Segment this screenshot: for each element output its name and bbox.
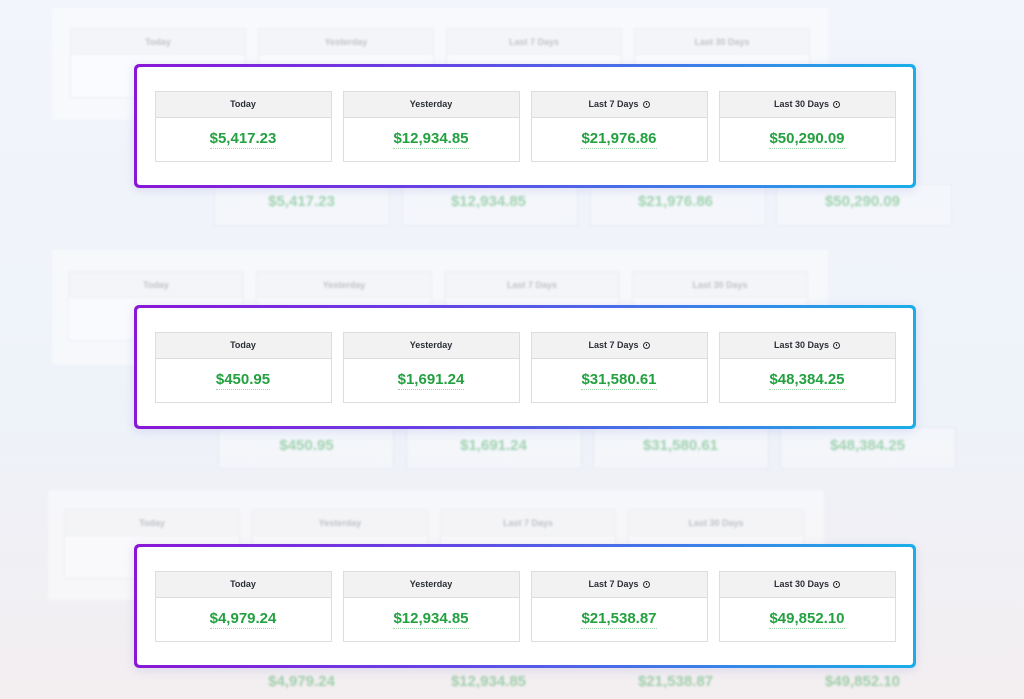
clock-icon[interactable] [833,100,841,108]
background-card [593,427,769,469]
yesterday-card: Yesterday $1,691.24 [342,331,520,403]
today-amount[interactable]: $5,417.23 [209,129,277,149]
card-title: Today [230,340,256,350]
card-header: Yesterday [343,91,519,118]
last-7-days-amount[interactable]: $21,976.86 [581,129,657,149]
card-header: Last 7 Days [531,571,707,598]
sales-summary-panel: Today $5,417.23 Yesterday $12,934.85 Las… [134,64,916,188]
last-7-days-card: Last 7 Days $31,580.61 [530,331,708,403]
card-title: Last 30 Days [773,99,830,109]
card-title: Today [230,99,256,109]
card-header: Today [155,91,331,118]
last-30-days-amount[interactable]: $49,852.10 [769,609,845,629]
today-card: Today $5,417.23 [154,90,332,162]
sales-summary-panel: Today $4,979.24 Yesterday $12,934.85 Las… [134,544,916,668]
yesterday-amount[interactable]: $12,934.85 [393,129,469,149]
background-values: $4,979.24 $12,934.85 $21,538.87 $49,852.… [268,673,901,690]
background-values: $450.95 $1,691.24 $31,580.61 $48,384.25 [279,437,906,454]
last-30-days-card: Last 30 Days $49,852.10 [718,570,896,642]
sales-summary-panel: Today $450.95 Yesterday $1,691.24 Last 7… [134,305,916,429]
panel-content: Today $5,417.23 Yesterday $12,934.85 Las… [137,67,913,185]
clock-icon[interactable] [642,580,650,588]
card-header: Yesterday [343,571,519,598]
card-header: Last 30 Days [719,571,895,598]
last-30-days-amount[interactable]: $50,290.09 [769,129,845,149]
card-title: Last 7 Days [588,579,639,589]
card-title: Today [230,579,256,589]
today-amount[interactable]: $4,979.24 [209,609,277,629]
last-7-days-card: Last 7 Days $21,538.87 [530,570,708,642]
background-card [590,184,766,226]
card-title: Last 30 Days [773,340,830,350]
panel-content: Today $4,979.24 Yesterday $12,934.85 Las… [137,547,913,665]
card-header: Yesterday [343,332,519,359]
background-card-row: Today Yesterday Last 7 Days Last 30 Days [70,28,810,98]
card-title: Last 7 Days [588,340,639,350]
card-title: Last 30 Days [773,579,830,589]
last-7-days-amount[interactable]: $31,580.61 [581,370,657,390]
today-card: Today $450.95 [154,331,332,403]
today-amount[interactable]: $450.95 [215,370,271,390]
yesterday-card: Yesterday $12,934.85 [342,570,520,642]
card-title: Yesterday [409,99,453,109]
last-7-days-amount[interactable]: $21,538.87 [581,609,657,629]
card-header: Last 7 Days [531,91,707,118]
clock-icon[interactable] [833,341,841,349]
card-title: Yesterday [409,579,453,589]
background-card [218,427,394,469]
card-header: Last 30 Days [719,332,895,359]
card-header: Today [155,332,331,359]
card-header: Last 30 Days [719,91,895,118]
clock-icon[interactable] [642,100,650,108]
last-30-days-card: Last 30 Days $48,384.25 [718,331,896,403]
clock-icon[interactable] [642,341,650,349]
card-header: Last 7 Days [531,332,707,359]
last-7-days-card: Last 7 Days $21,976.86 [530,90,708,162]
yesterday-amount[interactable]: $1,691.24 [397,370,465,390]
card-title: Last 7 Days [588,99,639,109]
yesterday-amount[interactable]: $12,934.85 [393,609,469,629]
yesterday-card: Yesterday $12,934.85 [342,90,520,162]
card-header: Today [155,571,331,598]
panel-content: Today $450.95 Yesterday $1,691.24 Last 7… [137,308,913,426]
background-values: $5,417.23 $12,934.85 $21,976.86 $50,290.… [268,193,901,210]
today-card: Today $4,979.24 [154,570,332,642]
clock-icon[interactable] [833,580,841,588]
last-30-days-amount[interactable]: $48,384.25 [769,370,845,390]
card-title: Yesterday [409,340,453,350]
last-30-days-card: Last 30 Days $50,290.09 [718,90,896,162]
